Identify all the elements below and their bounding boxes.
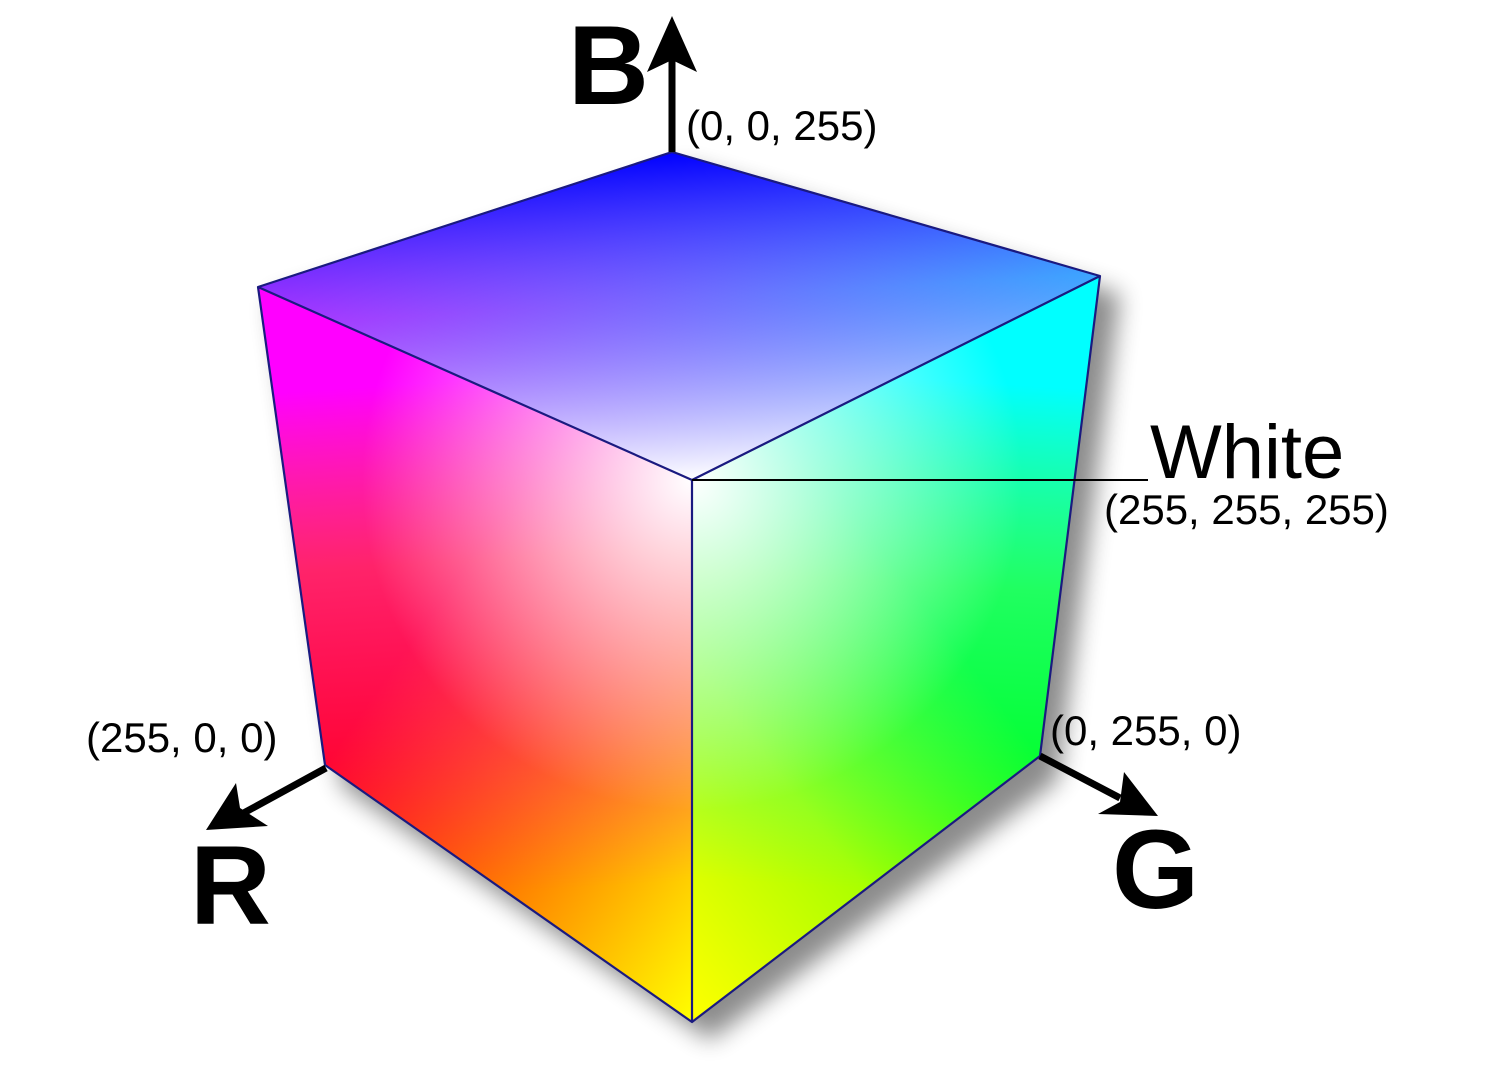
cube-top-face — [258, 152, 1100, 480]
b-axis-label: B — [568, 3, 649, 128]
green-vertex-label: (0, 255, 0) — [1050, 707, 1241, 754]
white-vertex-name: White — [1150, 410, 1344, 495]
r-axis-arrow — [206, 764, 328, 830]
cube-right-face — [692, 276, 1100, 1022]
g-axis-label: G — [1112, 807, 1199, 932]
cube-left-face — [258, 287, 692, 1022]
b-axis-arrow — [647, 16, 697, 152]
g-axis-arrow — [1038, 752, 1158, 816]
red-vertex-label: (255, 0, 0) — [86, 714, 277, 761]
blue-vertex-label: (0, 0, 255) — [686, 102, 877, 149]
white-vertex-label: (255, 255, 255) — [1104, 486, 1389, 533]
r-axis-label: R — [190, 823, 271, 948]
